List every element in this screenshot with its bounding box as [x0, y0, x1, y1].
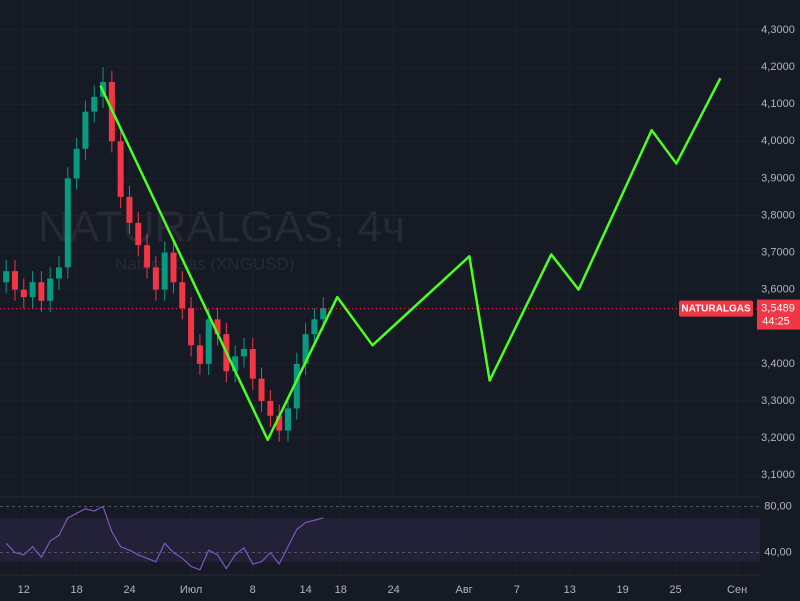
x-tick-label: 18 — [335, 584, 347, 596]
candle-body — [170, 252, 177, 283]
candle-body — [302, 334, 309, 364]
x-tick-label: 7 — [514, 584, 520, 596]
candle-body — [117, 141, 124, 197]
y-tick-label: 3,9000 — [761, 172, 795, 184]
projection-line — [99, 77, 722, 442]
countdown-label: 44:25 — [762, 316, 790, 328]
candle-body — [20, 289, 27, 298]
candle-body — [284, 408, 291, 431]
x-tick-label: 24 — [388, 584, 400, 596]
candle-body — [196, 345, 203, 364]
x-tick-label: 13 — [564, 584, 576, 596]
y-tick-label: 3,8000 — [761, 209, 795, 221]
candle-body — [91, 96, 98, 112]
x-tick-label: 18 — [70, 584, 82, 596]
rsi-line — [5, 505, 324, 571]
symbol-label: NATURALGAS — [681, 303, 751, 314]
y-tick-label: 3,7000 — [761, 246, 795, 258]
candle-body — [11, 271, 18, 290]
candle-body — [258, 378, 265, 401]
y-tick-label: 3,2000 — [761, 432, 795, 444]
x-tick-label: 14 — [299, 584, 311, 596]
x-tick-label: 25 — [669, 584, 681, 596]
x-tick-label: Авг — [456, 584, 473, 596]
watermark-subtitle: Natural Gas (XNGUSD) — [115, 254, 294, 273]
candle-body — [188, 308, 195, 346]
x-tick-label: 19 — [616, 584, 628, 596]
x-tick-label: Сен — [727, 584, 747, 596]
candle-body — [311, 319, 318, 335]
y-tick-label: 3,4000 — [761, 358, 795, 370]
candle-body — [232, 356, 239, 372]
x-tick-label: 8 — [250, 584, 256, 596]
candle-body — [293, 363, 300, 409]
y-tick-label: 3,6000 — [761, 284, 795, 296]
price-tag — [757, 299, 800, 330]
y-tick-label: 4,0000 — [761, 135, 795, 147]
candle-body — [179, 282, 186, 309]
candle-body — [144, 245, 151, 268]
candle-body — [56, 267, 63, 279]
candle-body — [240, 349, 247, 357]
candle-body — [214, 319, 221, 335]
candle-body — [82, 111, 89, 149]
candle-body — [64, 178, 71, 268]
candle-body — [135, 222, 142, 246]
watermark: NATURALGAS, 4ч — [38, 203, 405, 252]
candle-body — [126, 196, 133, 223]
labels: 4,3000 4,2000 4,1000 4,0000 3,9000 3,8000 3,70… — [18, 24, 800, 596]
candle-body — [267, 400, 274, 416]
candle-body — [320, 308, 327, 320]
x-tick-label: 12 — [18, 584, 30, 596]
candle-body — [152, 267, 159, 290]
y-tick-label: 4,1000 — [761, 98, 795, 110]
x-tick-label: 24 — [123, 584, 135, 596]
price-label: 3,5489 — [761, 303, 795, 315]
candle-body — [29, 282, 36, 298]
marks — [0, 67, 760, 571]
y-tick-label: 4,3000 — [761, 24, 795, 36]
candle-body — [161, 252, 168, 290]
x-tick-label: Июл — [180, 584, 202, 596]
candle-body — [3, 271, 10, 283]
candle-body — [249, 349, 256, 379]
candle-body — [73, 148, 80, 179]
y-tick-label: 3,3000 — [761, 395, 795, 407]
rsi-band — [0, 518, 760, 562]
y-tick-label: 3,1000 — [761, 469, 795, 481]
candle-body — [276, 415, 283, 431]
rsi-tick-label: 80,00 — [764, 500, 792, 512]
candle-body — [38, 282, 45, 301]
rsi-tick-label: 40,00 — [764, 546, 792, 558]
candle-body — [47, 278, 54, 301]
y-tick-label: 4,2000 — [761, 61, 795, 73]
symbol-tag — [679, 300, 753, 317]
candle-body — [205, 319, 212, 364]
